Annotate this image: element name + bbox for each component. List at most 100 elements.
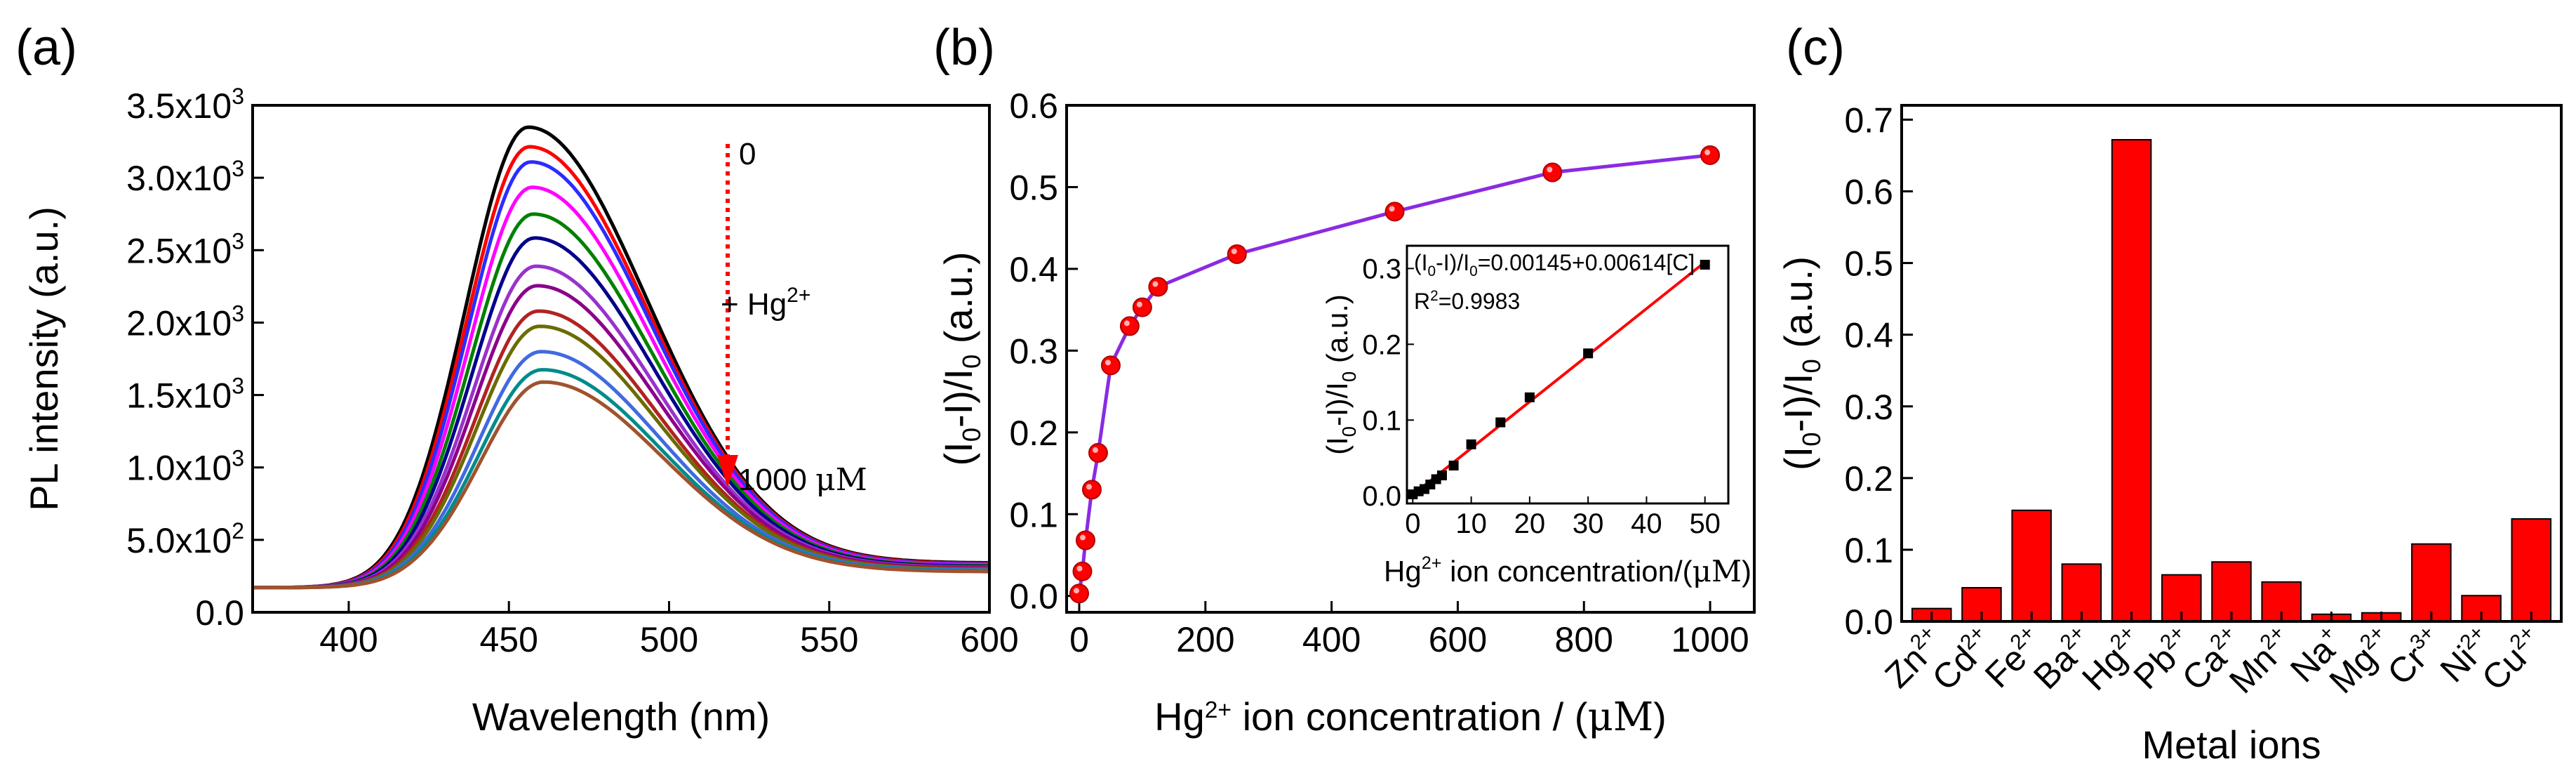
hg-addition-prefix: + Hg	[721, 287, 787, 322]
x-category-label: Cu2+	[2474, 621, 2551, 698]
data-point	[1227, 244, 1247, 264]
data-point	[1119, 316, 1140, 336]
bar	[2511, 518, 2552, 622]
inset-axes: 0 10 20 30 40 50 0.0 0.1 0.2 0.3 Hg2+ ion concentr…	[1321, 250, 1751, 588]
inset-data-point	[1448, 461, 1459, 471]
end-concentration-label: 1000 μM	[738, 462, 867, 498]
bar	[1961, 587, 2002, 622]
hg-addition-sup: 2+	[787, 284, 810, 307]
panel-b: (b) 0 200 400 600 800 10000.00.10.20.30.40.50…	[933, 20, 1756, 740]
x-tick-label: 600	[1429, 620, 1487, 659]
x-axis-title: Wavelength (nm)	[472, 694, 770, 739]
y-tick-label: 0.1	[1009, 495, 1058, 534]
bar	[2111, 139, 2152, 622]
panel-a-plot-frame	[251, 104, 991, 614]
panel-b-axes: 0 200 400 600 800 10000.00.10.20.30.40.50.6Hg…	[936, 86, 1749, 740]
spectrum-line	[253, 236, 989, 590]
y-tick-label: 2.5x103	[126, 228, 244, 270]
y-tick-label: 3.5x103	[126, 84, 244, 126]
y-tick-label: 0.0	[1844, 602, 1893, 642]
spectrum-line	[253, 368, 989, 590]
x-tick-label: 0	[1069, 620, 1089, 659]
inset-x-tick-label: 40	[1631, 508, 1662, 539]
y-tick-label: 1.5x103	[126, 374, 244, 416]
fit-equation: (I0-I)/I0=0.00145+0.00614[C]	[1414, 250, 1695, 279]
bar	[2011, 509, 2052, 622]
y-tick-label: 0.0	[195, 593, 244, 633]
y-tick-label: 0.3	[1009, 331, 1058, 371]
y-axis-title: PL intensity (a.u.)	[22, 206, 66, 511]
inset-data-point	[1436, 470, 1447, 481]
data-point-highlight	[1092, 447, 1098, 453]
data-point-highlight	[1076, 565, 1083, 572]
x-tick-label: 600	[960, 620, 1018, 659]
x-tick-label: 400	[319, 620, 378, 659]
data-point-highlight	[1152, 281, 1159, 287]
y-tick-label: 2.0x103	[126, 301, 244, 343]
inset-x-tick-label: 0	[1405, 508, 1420, 539]
y-axis-title: (I0-I)/I0 (a.u.)	[936, 252, 986, 466]
spectrum-line	[253, 309, 990, 590]
y-tick-label: 1.0x103	[126, 446, 244, 488]
inset-y-tick-label: 0.2	[1362, 329, 1401, 360]
spectrum-line	[253, 380, 989, 590]
inset-x-tick-label: 50	[1689, 508, 1721, 539]
inset-x-axis-title: Hg2+ ion concentration/(μM)	[1384, 553, 1751, 588]
data-point	[1542, 162, 1563, 183]
y-tick-label: 0.5	[1009, 168, 1058, 207]
data-point-highlight	[1231, 248, 1237, 254]
y-tick-label: 0.6	[1844, 173, 1893, 212]
panel-c-axes: Zn2+Cd2+Fe2+Ba2+Hg2+Pb2+Ca2+Mn2+Na+Mg2+C…	[1776, 100, 2551, 767]
y-tick-label: 0.6	[1009, 86, 1058, 126]
panel-a-axes: 400 450 500 550 600 0.0 5.0x102 1.0x103 1.5x103 2…	[22, 84, 1019, 739]
spectrum-line	[253, 350, 989, 590]
x-tick-label: 800	[1555, 620, 1613, 659]
data-point-highlight	[1704, 150, 1711, 156]
panel-c-plot-frame	[1900, 104, 2563, 623]
x-tick-label: 200	[1176, 620, 1234, 659]
panel-b-plot-frame	[1065, 104, 1756, 614]
data-point	[1100, 355, 1121, 376]
y-tick-label: 0.4	[1009, 250, 1058, 289]
inset-y-tick-label: 0.0	[1362, 481, 1401, 512]
spectrum-line	[253, 125, 989, 590]
inset-y-tick-label: 0.1	[1362, 405, 1401, 436]
y-tick-label: 0.3	[1844, 388, 1893, 427]
x-tick-label: 400	[1302, 620, 1361, 659]
data-point-highlight	[1547, 166, 1553, 173]
inset-x-tick-label: 20	[1514, 508, 1546, 539]
data-point-highlight	[1136, 301, 1142, 308]
inset-data-point	[1700, 259, 1710, 270]
end-concentration-number: 1000	[738, 463, 815, 497]
data-point	[1384, 202, 1405, 222]
linear-fit-line	[1412, 261, 1706, 496]
spectrum-line	[253, 212, 989, 590]
hg-addition-label: + Hg2+	[721, 284, 810, 322]
r-squared: R2=0.9983	[1414, 288, 1520, 314]
y-tick-label: 0.2	[1009, 414, 1058, 453]
data-point-highlight	[1105, 360, 1111, 366]
y-tick-label: 0.4	[1844, 316, 1893, 355]
inset-x-tick-label: 30	[1573, 508, 1604, 539]
inset-data-point	[1495, 417, 1506, 428]
spectrum-line	[253, 185, 989, 590]
y-tick-label: 0.5	[1844, 244, 1893, 284]
start-concentration-label: 0	[739, 137, 756, 171]
y-tick-label: 0.1	[1844, 531, 1893, 570]
x-tick-label: 450	[479, 620, 538, 659]
spectrum-line	[253, 284, 989, 590]
data-point	[1148, 277, 1168, 297]
panel-a: (a) 400 450 500 550 600 0.0 5.0x102 1.0x103 1.5x…	[15, 20, 1019, 739]
inset-plot	[1408, 259, 1710, 500]
end-concentration-unit: μM	[815, 462, 867, 498]
inset-plot-frame	[1406, 244, 1730, 505]
y-tick-label: 0.2	[1844, 459, 1893, 499]
inset-data-point	[1524, 392, 1535, 402]
x-tick-label: 1000	[1671, 620, 1749, 659]
inset-y-axis-title: (I0-I)/I0 (a.u.)	[1321, 294, 1360, 455]
panel-b-plot	[1069, 145, 1721, 604]
data-point	[1132, 297, 1152, 317]
bar-series-group	[1911, 139, 2552, 623]
panel-b-label: (b)	[933, 20, 995, 76]
